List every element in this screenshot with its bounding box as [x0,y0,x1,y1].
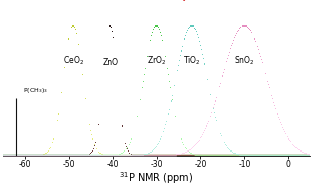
X-axis label: $^{31}$P NMR (ppm): $^{31}$P NMR (ppm) [119,170,194,186]
Text: Lewis  Acidity: Lewis Acidity [126,0,187,1]
Text: »: » [12,0,21,4]
Text: ZnO: ZnO [102,58,118,67]
Text: P(CH$_3$)$_3$: P(CH$_3$)$_3$ [23,86,48,94]
Text: ZrO$_2$: ZrO$_2$ [147,55,166,67]
Text: SnO$_2$: SnO$_2$ [234,55,255,67]
Text: TiO$_2$: TiO$_2$ [183,55,201,67]
Text: CeO$_2$: CeO$_2$ [63,55,84,67]
